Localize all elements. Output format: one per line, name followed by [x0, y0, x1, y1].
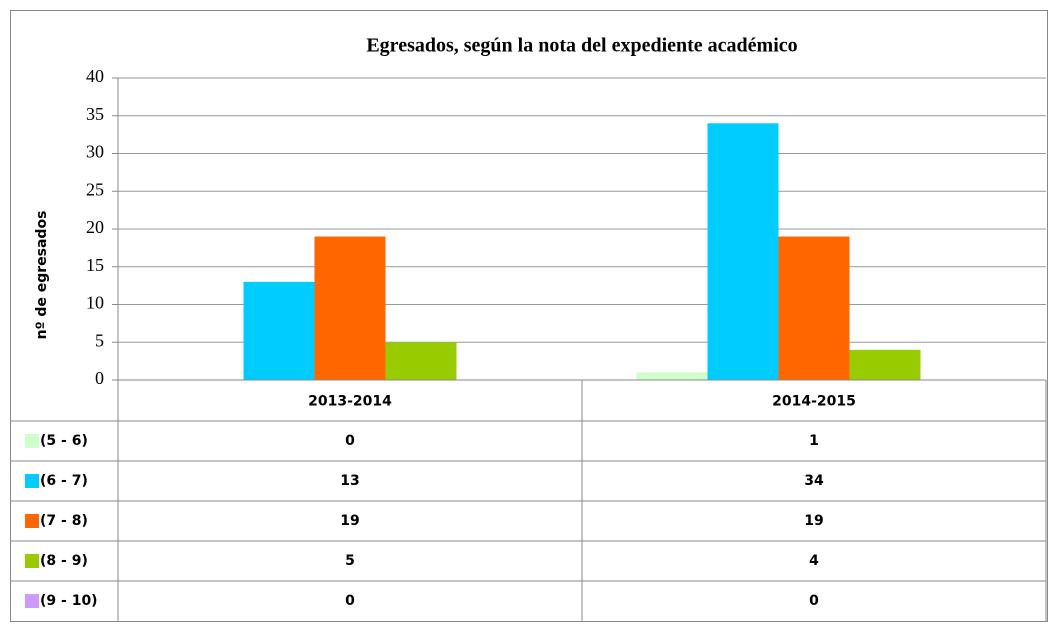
- table-value: 0: [345, 433, 355, 449]
- y-tick-label: 10: [86, 293, 104, 313]
- legend-label: (6 - 7): [40, 473, 88, 489]
- legend-swatch: [25, 514, 39, 528]
- table-value: 19: [804, 513, 823, 529]
- legend-swatch: [25, 594, 39, 608]
- y-tick-label: 15: [86, 255, 104, 275]
- bar: [636, 372, 708, 380]
- x-tick-label: 2014-2015: [772, 394, 856, 410]
- legend-swatch: [25, 554, 39, 568]
- table-value: 34: [804, 473, 824, 489]
- bar: [243, 281, 315, 380]
- bar: [778, 236, 850, 380]
- y-tick-label: 20: [86, 217, 104, 237]
- table-value: 4: [809, 553, 819, 569]
- chart-title: Egresados, según la nota del expediente …: [366, 35, 797, 57]
- bar: [849, 349, 921, 380]
- legend-label: (7 - 8): [40, 513, 88, 529]
- table-value: 19: [340, 513, 359, 529]
- table-value: 13: [340, 473, 359, 489]
- y-tick-label: 0: [95, 368, 104, 388]
- y-tick-label: 35: [86, 104, 104, 124]
- y-tick-label: 25: [86, 179, 104, 199]
- legend-swatch: [25, 434, 39, 448]
- y-tick-label: 40: [86, 66, 104, 86]
- x-tick-label: 2013-2014: [308, 394, 392, 410]
- table-value: 1: [809, 433, 819, 449]
- bar: [314, 236, 386, 380]
- legend-label: (5 - 6): [40, 433, 88, 449]
- legend-label: (9 - 10): [40, 593, 98, 609]
- legend-label: (8 - 9): [40, 553, 88, 569]
- y-tick-label: 5: [95, 330, 104, 350]
- table-value: 5: [345, 553, 355, 569]
- chart-border: [10, 10, 1048, 622]
- y-tick-label: 30: [86, 142, 104, 162]
- legend-swatch: [25, 474, 39, 488]
- table-value: 0: [345, 593, 355, 609]
- bar: [707, 123, 779, 381]
- y-axis-label: nº de egresados: [34, 211, 50, 340]
- bar: [385, 342, 457, 380]
- table-value: 0: [809, 593, 819, 609]
